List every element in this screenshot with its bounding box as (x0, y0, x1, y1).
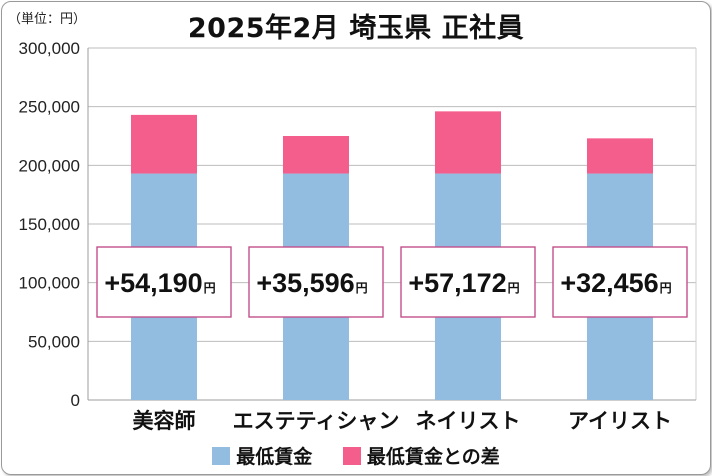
legend-item-difference: 最低賃金との差 (342, 442, 500, 469)
difference-box-3 (552, 246, 688, 318)
difference-label-2: +57,172円 (408, 268, 519, 298)
legend-item-minimum-wage: 最低賃金 (212, 442, 312, 469)
legend-swatch-minimum-wage (212, 447, 231, 465)
bar-segment-1-1 (283, 136, 349, 174)
chart-title: 2025年2月 埼玉県 正社員 (187, 13, 525, 44)
x-category-label-1: エステティシャン (233, 409, 400, 433)
difference-box-0 (96, 246, 232, 318)
legend-label-minimum-wage: 最低賃金 (236, 446, 313, 468)
difference-unit-3: 円 (660, 281, 672, 295)
legend-label-difference: 最低賃金との差 (366, 446, 500, 468)
difference-box-2 (400, 246, 536, 318)
y-tick-label-150000: 150,000 (19, 215, 80, 234)
difference-label-3: +32,456円 (560, 268, 671, 298)
difference-value-0: +54,190 (104, 268, 202, 298)
difference-unit-0: 円 (204, 281, 216, 295)
difference-value-2: +57,172 (408, 268, 506, 298)
bar-segment-1-0 (131, 114, 197, 174)
difference-label-0: +54,190円 (104, 268, 215, 298)
y-tick-label-200000: 200,000 (19, 156, 80, 175)
difference-value-3: +32,456 (560, 268, 658, 298)
y-tick-label-300000: 300,000 (19, 39, 80, 58)
x-category-label-3: アイリスト (568, 409, 672, 433)
difference-value-1: +35,596 (256, 268, 354, 298)
x-category-label-2: ネイリスト (416, 409, 521, 433)
unit-label: （単位：円） (8, 12, 87, 27)
y-tick-label-50000: 50,000 (28, 332, 80, 351)
legend: 最低賃金 最低賃金との差 (2, 442, 710, 469)
difference-box-1 (248, 246, 384, 318)
bar-segment-1-3 (587, 138, 653, 174)
y-tick-label-250000: 250,000 (19, 98, 80, 117)
y-tick-label-0: 0 (71, 391, 80, 410)
difference-unit-1: 円 (356, 281, 368, 295)
x-category-label-0: 美容師 (133, 409, 196, 433)
y-tick-label-100000: 100,000 (19, 274, 80, 293)
legend-swatch-difference (342, 447, 361, 465)
bar-segment-1-2 (435, 111, 501, 174)
difference-unit-2: 円 (508, 281, 520, 295)
difference-label-1: +35,596円 (256, 268, 367, 298)
